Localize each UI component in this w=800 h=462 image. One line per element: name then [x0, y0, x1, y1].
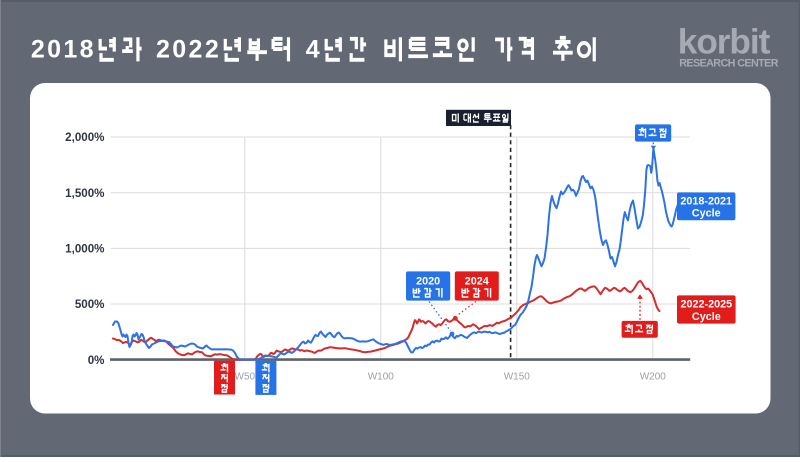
svg-text:korbit: korbit	[678, 23, 771, 62]
svg-text:1,500%: 1,500%	[65, 187, 104, 200]
svg-text:RESEARCH CENTER: RESEARCH CENTER	[679, 58, 779, 70]
svg-text:W200: W200	[640, 372, 667, 383]
svg-text:Cycle: Cycle	[692, 208, 721, 220]
svg-text:2,000%: 2,000%	[65, 131, 104, 144]
svg-text:W50: W50	[235, 372, 256, 383]
svg-text:2018-2021: 2018-2021	[680, 195, 732, 207]
svg-text:0%: 0%	[88, 354, 105, 367]
svg-text:2024: 2024	[465, 276, 489, 288]
svg-text:W100: W100	[368, 372, 395, 383]
svg-text:1,000%: 1,000%	[65, 243, 104, 256]
svg-text:Cycle: Cycle	[692, 311, 721, 323]
svg-text:4: 4	[306, 36, 322, 64]
svg-text:2018: 2018	[31, 36, 96, 64]
svg-text:500%: 500%	[75, 298, 105, 311]
svg-text:2022-2025: 2022-2025	[680, 299, 732, 311]
svg-text:W150: W150	[504, 372, 531, 383]
svg-text:2020: 2020	[416, 276, 440, 288]
svg-text:2022: 2022	[156, 36, 221, 64]
